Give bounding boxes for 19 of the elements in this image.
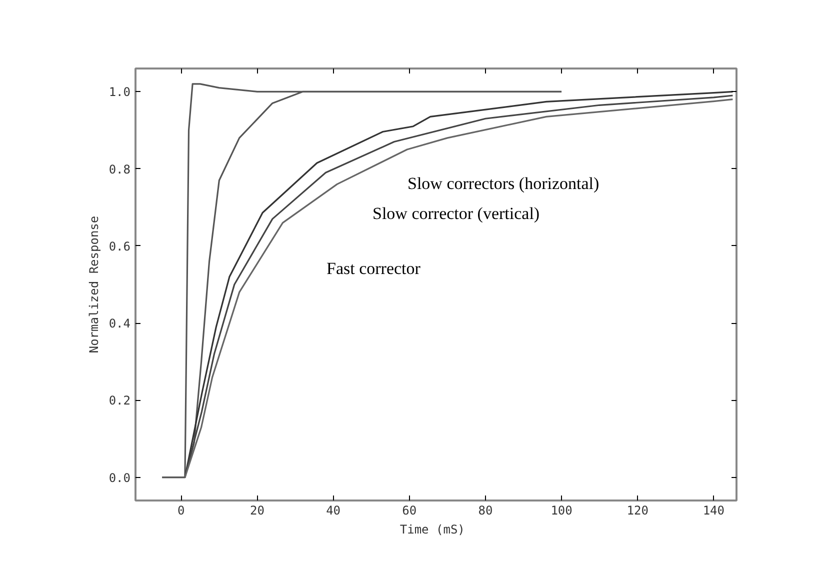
y-tick-label: 0.4 [108, 316, 131, 331]
y-tick-label: 0.2 [108, 394, 131, 408]
x-tick-label: 20 [250, 504, 264, 518]
x-tick-label: 0 [178, 504, 185, 518]
x-tick-label: 40 [326, 504, 341, 518]
x-tick-label: 80 [478, 504, 493, 518]
y-tick-label: 0.8 [108, 162, 131, 176]
x-tick-label: 100 [550, 504, 572, 518]
y-tick-label: 0.6 [108, 239, 131, 254]
x-axis-title: Time (mS) [400, 522, 465, 536]
y-axis-title: Normalized Response [86, 216, 101, 354]
annotation: Slow corrector (vertical) [372, 204, 540, 223]
annotation: Slow correctors (horizontal) [408, 174, 600, 193]
x-tick-label: 60 [402, 504, 417, 518]
x-tick-label: 120 [626, 504, 648, 518]
y-tick-label: 1.0 [108, 85, 131, 100]
annotation: Fast corrector [326, 259, 421, 278]
y-tick-label: 0.0 [108, 470, 131, 485]
x-tick-label: 140 [702, 504, 725, 518]
